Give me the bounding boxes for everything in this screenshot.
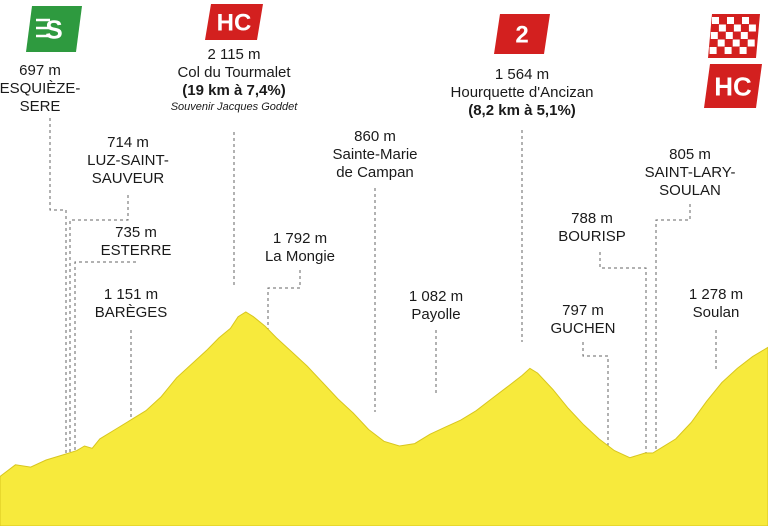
point-label-soulan: 1 278 m Soulan — [689, 286, 743, 322]
name-esquieze: ESQUIÈZE- — [0, 80, 81, 97]
souvenir-note: Souvenir Jacques Goddet — [170, 101, 298, 113]
guide-luz — [69, 195, 129, 526]
altitude-saint-lary: 805 m — [669, 146, 711, 163]
name-soulan: Soulan — [692, 304, 740, 321]
altitude-tourmalet: 2 115 m — [207, 46, 261, 63]
point-label-esquieze: 697 m ESQUIÈZE- SERE — [0, 62, 80, 116]
name-tourmalet: Col du Tourmalet — [177, 64, 291, 81]
name-saint-lary-1: SOULAN — [659, 182, 721, 199]
name-esquieze-1: SERE — [19, 98, 61, 115]
altitude-bareges: 1 151 m — [103, 286, 159, 303]
name-mongie: La Mongie — [264, 248, 336, 265]
point-label-payolle: 1 082 m Payolle — [409, 288, 463, 324]
sprint-badge-icon: S — [26, 6, 82, 52]
altitude-payolle: 1 082 m — [408, 288, 464, 305]
name-saint-lary: SAINT-LARY- — [644, 164, 736, 181]
point-label-mongie: 1 792 m La Mongie — [265, 230, 335, 266]
climb-stats-tourmalet: (19 km à 7,4%) — [182, 82, 286, 99]
finish-flag-icon — [708, 14, 760, 58]
point-label-hourquette: 1 564 m Hourquette d'Ancizan (8,2 km à 5,1… — [451, 66, 594, 120]
guide-bourisp — [599, 252, 647, 526]
altitude-esquieze: 697 m — [19, 62, 61, 79]
altitude-esterre: 735 m — [115, 224, 157, 241]
point-label-sainte-marie: 860 m Sainte-Marie de Campan — [332, 128, 417, 182]
altitude-bourisp: 788 m — [571, 210, 613, 227]
point-label-saint-lary: 805 m SAINT-LARY- SOULAN — [645, 146, 736, 200]
altitude-sainte-marie: 860 m — [354, 128, 396, 145]
elevation-area — [0, 311, 768, 526]
point-label-tourmalet: 2 115 m Col du Tourmalet (19 km à 7,4%) Sou… — [171, 46, 298, 115]
altitude-soulan: 1 278 m — [688, 286, 744, 303]
guide-guchen — [582, 342, 609, 526]
guide-esquieze — [49, 118, 67, 526]
hc-badge-finish-icon: HC — [704, 64, 762, 108]
cat2-badge-icon: 2 — [494, 14, 550, 54]
point-label-guchen: 797 m GUCHEN — [550, 302, 615, 338]
name-sainte-marie: Sainte-Marie — [332, 146, 418, 163]
altitude-hourquette: 1 564 m — [494, 66, 550, 83]
climb-stats-hourquette: (8,2 km à 5,1%) — [468, 102, 576, 119]
name-hourquette: Hourquette d'Ancizan — [450, 84, 594, 101]
name-bareges: BARÈGES — [94, 304, 168, 321]
name-luz-1: SAUVEUR — [91, 170, 165, 187]
guide-saint-lary — [655, 204, 691, 526]
hc-badge-tourmalet-icon: HC — [205, 4, 263, 40]
altitude-guchen: 797 m — [562, 302, 604, 319]
name-luz: LUZ-SAINT- — [87, 152, 169, 169]
point-label-bourisp: 788 m BOURISP — [558, 210, 626, 246]
altitude-luz: 714 m — [107, 134, 149, 151]
point-label-bareges: 1 151 m BARÈGES — [95, 286, 168, 322]
name-sainte-marie-1: de Campan — [336, 164, 414, 181]
name-esterre: ESTERRE — [100, 242, 172, 259]
point-label-luz: 714 m LUZ-SAINT- SAUVEUR — [87, 134, 169, 188]
altitude-mongie: 1 792 m — [272, 230, 328, 247]
hc-badge-finish-icon-label: HC — [714, 71, 752, 101]
hc-badge-tourmalet-icon-label: HC — [217, 10, 252, 37]
name-payolle: Payolle — [411, 306, 461, 323]
name-bourisp: BOURISP — [558, 228, 626, 245]
cat2-badge-icon-label: 2 — [515, 22, 528, 49]
category-badges: S HC 2 HC — [26, 4, 762, 108]
name-guchen: GUCHEN — [550, 320, 616, 337]
guide-esterre — [74, 261, 136, 526]
point-label-esterre: 735 m ESTERRE — [101, 224, 172, 260]
